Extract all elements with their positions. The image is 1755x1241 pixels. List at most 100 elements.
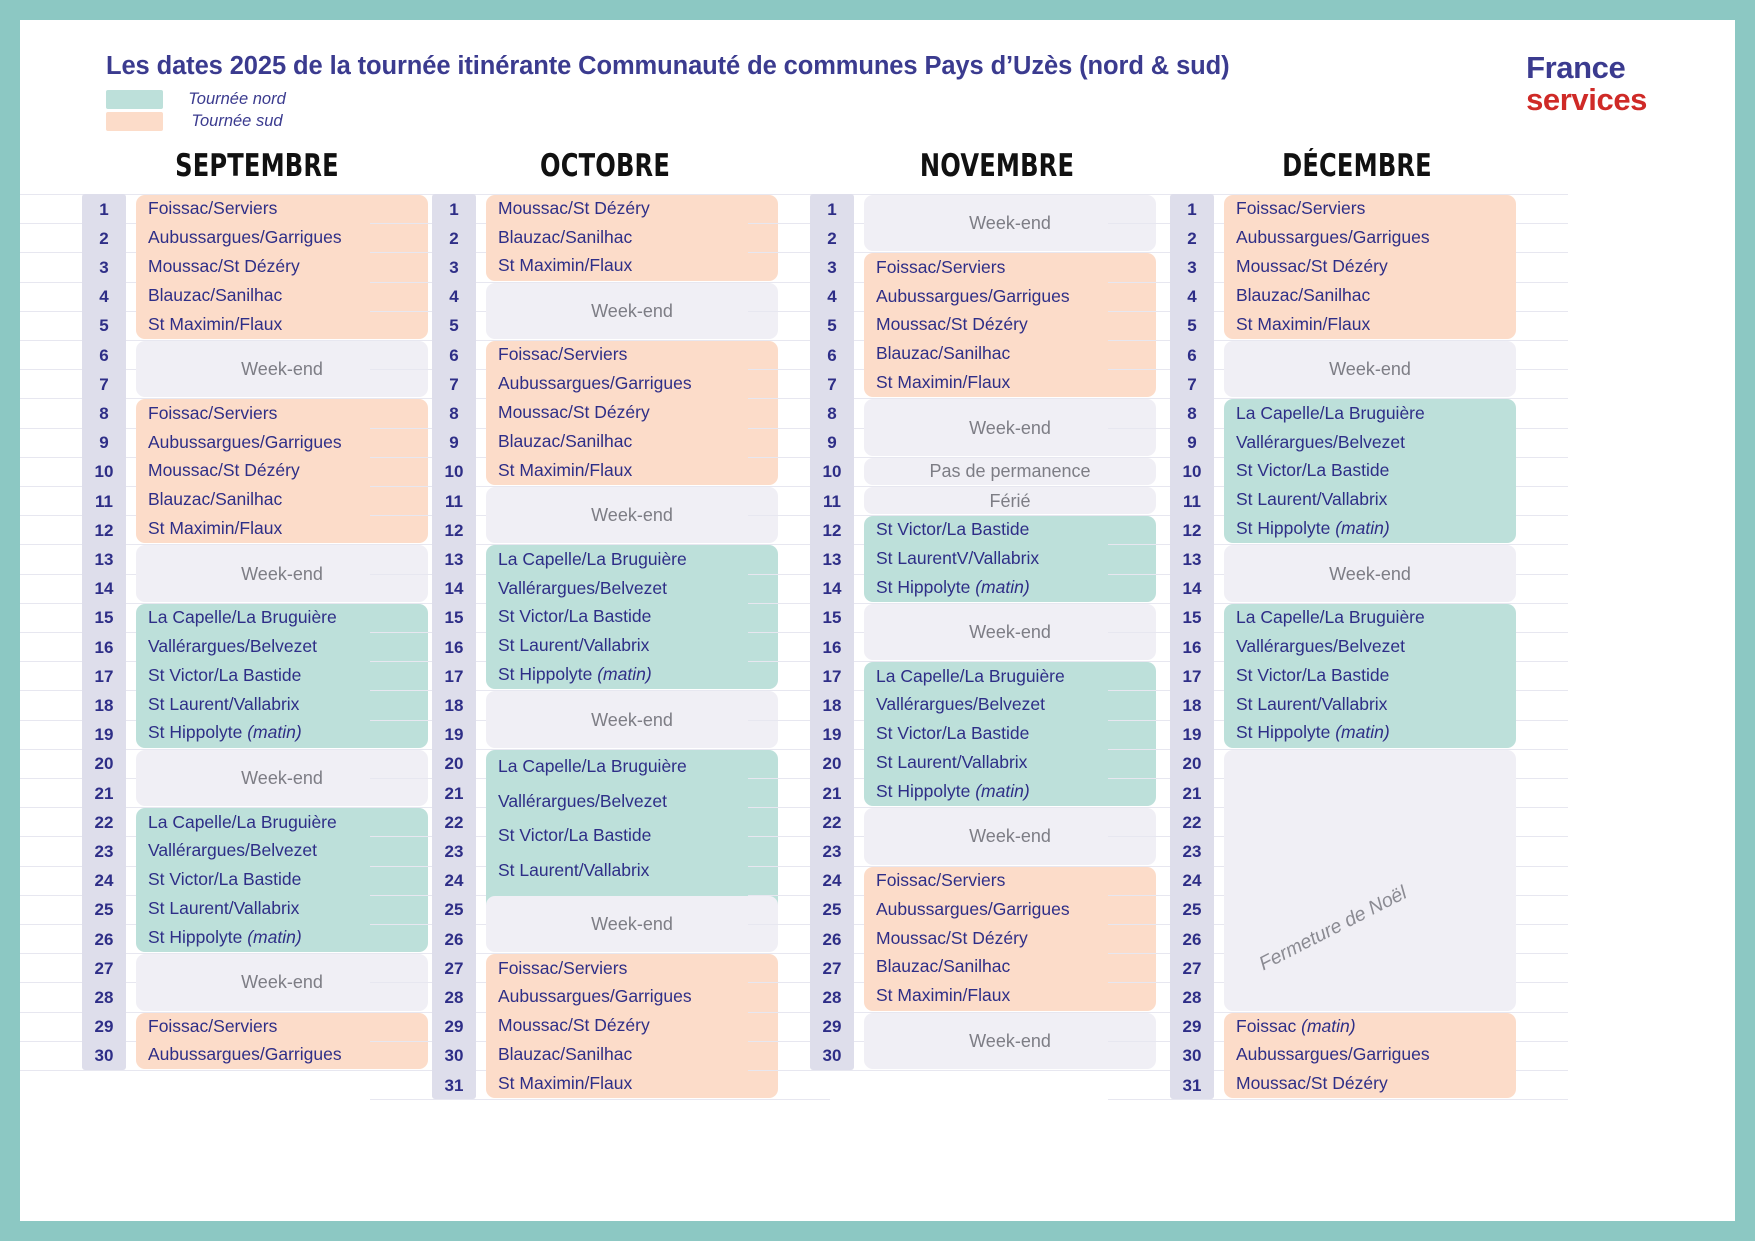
schedule-block-off [864,1012,1156,1069]
tour-entry: Blauzac/Sanilhac [148,284,283,305]
tour-entry: St Maximin/Flaux [876,372,1011,392]
day-number: 7 [99,374,109,394]
day-number: 23 [822,842,842,861]
off-day-label: Week-end [591,709,673,730]
france-services-logo: France services [1526,52,1647,115]
schedule-block-off [136,954,428,1011]
day-number: 5 [449,316,459,336]
tour-entry: St Laurent/Vallabrix [498,860,650,881]
day-number: 14 [444,579,464,599]
day-number: 8 [99,404,109,423]
day-number: 28 [1182,988,1202,1007]
off-day-label: Week-end [241,359,323,380]
day-number: 13 [1182,550,1202,569]
day-number: 30 [822,1046,842,1066]
day-number: 2 [827,228,837,248]
day-number: 28 [94,988,114,1007]
day-number: 17 [1182,666,1202,686]
day-number: 13 [822,550,842,569]
month-title: OCTOBRE [539,148,671,184]
day-number: 21 [822,783,842,803]
day-number: 2 [1187,228,1197,248]
tour-entry: Moussac/St Dézéry [148,256,300,276]
off-day-label: Week-end [969,417,1051,438]
tour-entry: St Victor/La Bastide [148,869,302,890]
schedule-block-sud [136,399,428,544]
day-number: 3 [99,258,109,277]
tour-entry: St Victor/La Bastide [148,664,302,685]
day-number: 27 [94,958,114,978]
day-number: 18 [444,696,464,715]
tour-entry: St Victor/La Bastide [1236,664,1390,685]
month-title: SEPTEMBRE [175,148,339,184]
day-number: 7 [1187,374,1197,394]
off-day-label: Week-end [1329,563,1411,584]
day-number: 28 [444,988,464,1007]
day-number: 5 [1187,316,1197,336]
day-number: 18 [1182,696,1202,715]
day-number: 3 [827,258,837,277]
day-number: 6 [1187,345,1197,365]
tour-entry: Aubussargues/Garrigues [498,373,692,394]
tour-entry: Foissac/Serviers [498,957,628,978]
day-number: 26 [444,929,464,949]
day-number: 9 [1187,433,1197,453]
day-number: 16 [94,637,114,657]
tour-entry: La Capelle/La Bruguière [498,548,687,569]
day-number: 11 [95,491,113,511]
logo-line-services: services [1526,81,1647,117]
day-number: 4 [99,287,109,307]
month-grid: 1 2 3 4 5 6 7 8 9 10 11 12 13 14 15 16 17 18 19 20 21 22 23 24 2… [370,190,832,1109]
off-day-label: Férié [989,490,1031,511]
tour-entry: La Capelle/La Bruguière [148,607,337,628]
schedule-block-off [486,487,778,544]
schedule-block-nord [136,808,428,953]
schedule-block-off [1224,545,1516,602]
day-number: 6 [449,345,459,365]
schedule-block-nord [136,603,428,748]
tour-entry: St Maximin/Flaux [498,1072,633,1093]
legend-swatch-nord [106,89,163,109]
day-number: 24 [94,871,114,891]
day-number: 23 [94,842,114,861]
off-day-label: Week-end [591,914,673,934]
legend-label-nord: Tournée nord [188,89,286,108]
tour-entry: Aubussargues/Garrigues [498,986,692,1007]
day-number: 30 [94,1046,114,1066]
day-number: 10 [94,462,114,482]
day-number: 16 [1182,637,1202,657]
tour-entry: St Laurent/Vallabrix [498,635,650,656]
day-number: 12 [444,520,464,540]
tour-entry: St Hippolyte (matin) [148,722,302,743]
schedule-block-nord [1224,603,1516,748]
off-day-label: Week-end [241,768,323,788]
day-number: 14 [94,579,114,599]
schedule-block-sud [486,195,778,281]
schedule-block-off [486,282,778,339]
schedule-block-off [486,895,778,953]
day-number: 13 [94,550,114,569]
schedule-block-nord [864,662,1156,807]
tour-entry: St Maximin/Flaux [498,459,633,480]
day-number: 15 [1182,608,1202,628]
off-day-label: Week-end [591,300,673,321]
tour-entry: Blauzac/Sanilhac [498,430,633,451]
day-number: 17 [822,666,842,686]
schedule-block-nord [1224,399,1516,544]
off-day-label: Week-end [591,505,673,526]
tour-entry: La Capelle/La Bruguière [498,756,687,777]
tour-entry: Blauzac/Sanilhac [498,226,633,247]
day-number: 23 [444,842,464,861]
day-number: 12 [94,520,114,540]
tour-entry: La Capelle/La Bruguière [876,665,1065,686]
tour-entry: Foissac/Serviers [148,198,278,219]
day-number: 20 [444,754,464,774]
day-number: 12 [822,520,842,540]
day-number: 8 [1187,404,1197,423]
tour-entry: Aubussargues/Garrigues [876,898,1070,919]
tour-entry: Aubussargues/Garrigues [876,285,1070,306]
tour-entry: Vallérargues/Belvezet [1236,636,1405,656]
day-number: 15 [444,608,464,628]
day-number: 1 [1187,199,1197,219]
day-number: 27 [1182,958,1202,978]
